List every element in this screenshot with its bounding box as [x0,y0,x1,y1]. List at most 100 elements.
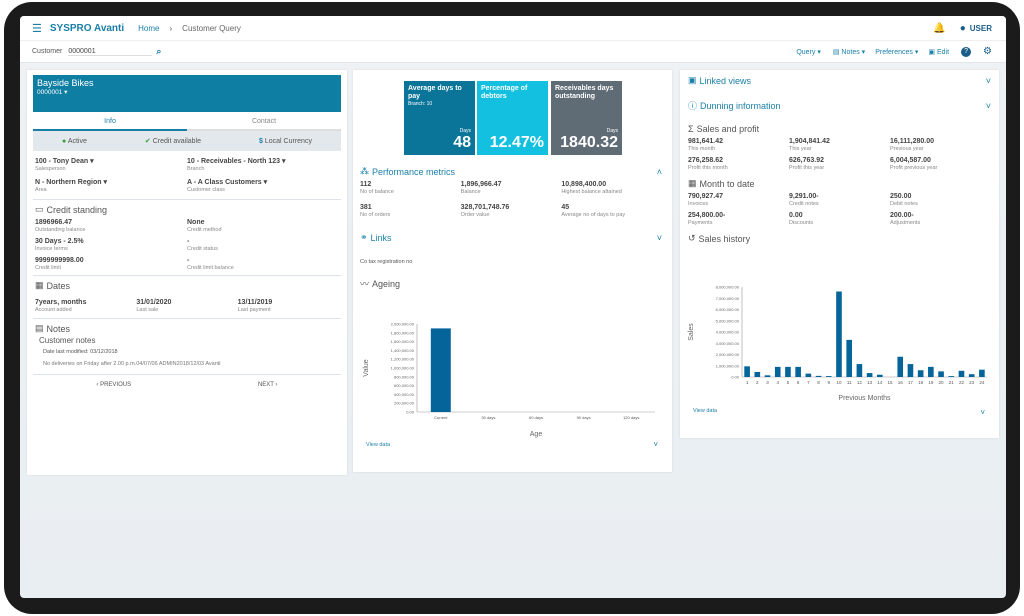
field-value: 1,896,966.47 [460,181,502,188]
x-tick-label: 23 [969,380,975,385]
links-title: Links [370,232,392,243]
bell-icon[interactable]: 🔔 [933,22,946,34]
y-tick-label: 7,000,000.00 [716,296,740,301]
bar [979,369,985,377]
customer-input[interactable]: 0000001 [68,48,153,56]
dunning-heading[interactable]: ⓘ Dunning information ˅ [688,99,991,112]
tab-info[interactable]: Info [33,118,187,131]
field-value: 10,898,400.00 [561,181,607,188]
status-credit-label: Credit available [152,138,201,145]
notes-modified: Date last modified: 03/12/2018 [43,349,118,355]
bar [917,370,924,377]
tile-receivable-days[interactable]: Receivables days outstanding Days 1840.32 [551,81,622,155]
tile-pct-debtors[interactable]: Percentage of debtors 12.47% [477,81,548,155]
bar [836,291,842,377]
breadcrumb-home[interactable]: Home [138,23,160,33]
notes-subtitle: Customer notes [39,336,96,345]
field-label: Profit this month [688,165,728,171]
menu-icon[interactable]: ☰ [32,22,42,35]
credit-fields: 1896966.47 Outstanding balance None Credit… [33,219,341,275]
field-value: 13/11/2019 [237,299,273,306]
bar [764,375,771,377]
user-icon[interactable]: ● [959,22,966,34]
link-icon: ⚭ [360,232,368,242]
branch-dropdown[interactable]: 10 - Receivables - North 123 ▾ [187,158,286,165]
user-menu[interactable]: USER [969,23,992,33]
app-logo[interactable]: SYSPRO Avanti [49,22,125,34]
x-tick-label: 24 [979,380,985,385]
performance-heading[interactable]: ⁂ Performance metrics ˄ [360,166,662,177]
area-dropdown[interactable]: N - Northern Region ▾ [35,179,107,186]
sales-history-chart: 0.00 1,000,000.00 2,000,000.00 3,000,000.00… [688,285,987,402]
y-tick-label: 2,000,000.00 [716,352,740,357]
dates-title: Dates [46,280,71,291]
class-dropdown[interactable]: A - A Class Customers ▾ [187,179,268,186]
field-value: 328,701,748.76 [460,204,510,211]
bar [938,371,944,377]
x-tick-label: 1 [746,380,749,385]
field-label: No of orders [360,212,391,218]
salesperson-value: 100 - Tony Dean [35,158,89,165]
next-button[interactable]: NEXT › [257,382,278,388]
dollar-icon: $ [259,137,263,145]
field-value: 250.00 [890,193,912,200]
salesperson-dropdown[interactable]: 100 - Tony Dean ▾ [35,158,94,165]
calendar-icon: ▦ [688,178,697,188]
ageing-chevron-down-icon[interactable]: ˅ [653,440,658,449]
previous-button[interactable]: ‹ PREVIOUS [96,382,132,388]
help-icon[interactable]: ? [961,46,972,57]
customer-name: Bayside Bikes [37,78,94,88]
search-icon[interactable]: ⌕ [156,46,162,56]
field-value: 254,800.00- [688,212,726,219]
bar [744,366,750,377]
field-value: 981,641.42 [688,138,724,145]
settings-icon[interactable]: ⚙ [983,46,992,57]
edit-button[interactable]: ▣ Edit [928,48,950,56]
status-credit: ✔ Credit available [145,137,201,145]
salesperson-label: Salesperson [35,166,66,172]
x-tick-label: 22 [959,380,965,385]
bar [897,356,904,377]
customer-fields: 100 - Tony Dean ▾ Salesperson 10 - Receiv… [33,151,341,199]
app-screen: ☰ SYSPRO Avanti Home › Customer Query 🔔 … [20,16,1006,598]
field-value: 31/01/2020 [136,299,172,306]
preferences-menu[interactable]: Preferences ▾ [875,48,919,56]
linked-views-title: Linked views [699,75,752,86]
notes-menu[interactable]: ▤ Notes ▾ [832,48,866,56]
field-label: Balance [460,189,481,195]
chevron-up-icon[interactable]: ˄ [656,166,662,177]
chevron-down-icon[interactable]: ˅ [985,100,991,111]
customer-code-dropdown[interactable]: 0000001 ▾ [37,89,68,96]
tab-contact[interactable]: Contact [187,118,341,131]
status-bar: ● Active ✔ Credit available $ Local Curr… [33,131,341,151]
bar [928,366,934,377]
area-label: Area [35,187,47,193]
chevron-down-icon[interactable]: ˅ [656,232,662,243]
credit-title: Credit standing [46,204,108,215]
tile-avg-days[interactable]: Average days to pay Branch: 10 Days 48 [404,81,475,155]
metrics-icon: ⁂ [360,166,369,176]
sales-view-data-link[interactable]: View data [693,408,718,414]
linked-views-heading[interactable]: ▣ Linked views ˅ [688,75,991,86]
links-heading[interactable]: ⚭ Links ˅ [360,232,662,243]
bar [785,366,791,377]
query-menu[interactable]: Query ▾ [796,48,821,56]
field-value: 0.00 [789,212,803,219]
x-tick-label: 8 [817,380,820,385]
sales-chevron-down-icon[interactable]: ˅ [980,408,985,417]
tile-value: 1840.32 [560,134,618,151]
bar [958,370,965,377]
x-tick-label: 15 [888,380,894,385]
y-tick-label: 1,400,000.00 [391,348,415,353]
preferences-label: Preferences [875,48,913,56]
credit-card-icon: ▭ [35,204,44,214]
ageing-view-data-link[interactable]: View data [366,442,391,448]
dates-fields: 7years, months Account added 31/01/2020 La… [33,299,341,318]
chevron-down-icon[interactable]: ˅ [985,75,991,86]
field-label: Debit notes [890,201,918,207]
sigma-icon: Σ [688,124,694,134]
field-label: No of balance [360,189,394,195]
pager: ‹ PREVIOUS NEXT › [33,382,341,388]
status-currency: $ Local Currency [259,138,312,145]
y-tick-label: 1,000,000.00 [391,366,415,371]
